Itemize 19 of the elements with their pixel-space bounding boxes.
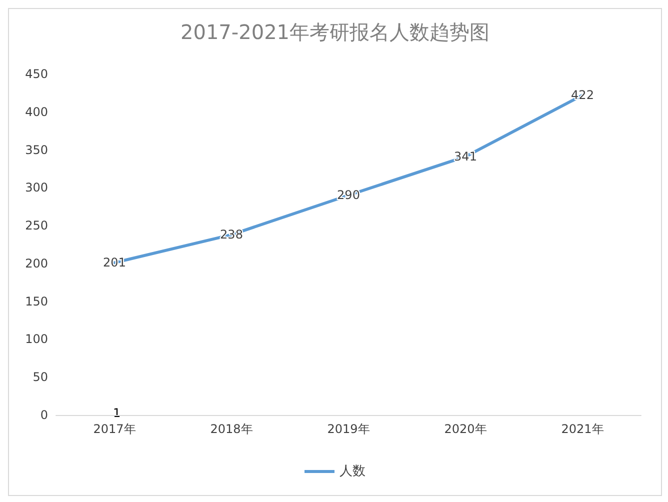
y-tick-label: 200 — [25, 256, 48, 270]
y-tick-label: 350 — [25, 142, 48, 157]
y-tick-label: 250 — [25, 218, 48, 233]
x-tick-label: 2020年 — [444, 422, 487, 436]
y-tick-label: 0 — [40, 408, 48, 422]
y-tick-label: 450 — [25, 67, 48, 81]
y-tick-label: 100 — [25, 332, 48, 346]
x-tick-label: 2018年 — [210, 422, 253, 436]
x-tick-label: 2021年 — [561, 422, 604, 436]
x-tick-label: 2017年 — [93, 422, 136, 436]
legend-label: 人数 — [340, 464, 366, 479]
data-label: 201 — [103, 256, 126, 270]
chart-title: 2017-2021年考研报名人数趋势图 — [180, 20, 490, 44]
y-tick-label: 150 — [25, 294, 48, 308]
data-label: 422 — [571, 88, 594, 102]
y-tick-label: 50 — [32, 370, 48, 384]
x-tick-label: 2019年 — [327, 422, 370, 436]
y-tick-label: 300 — [25, 180, 48, 195]
y-tick-label: 400 — [25, 104, 48, 119]
